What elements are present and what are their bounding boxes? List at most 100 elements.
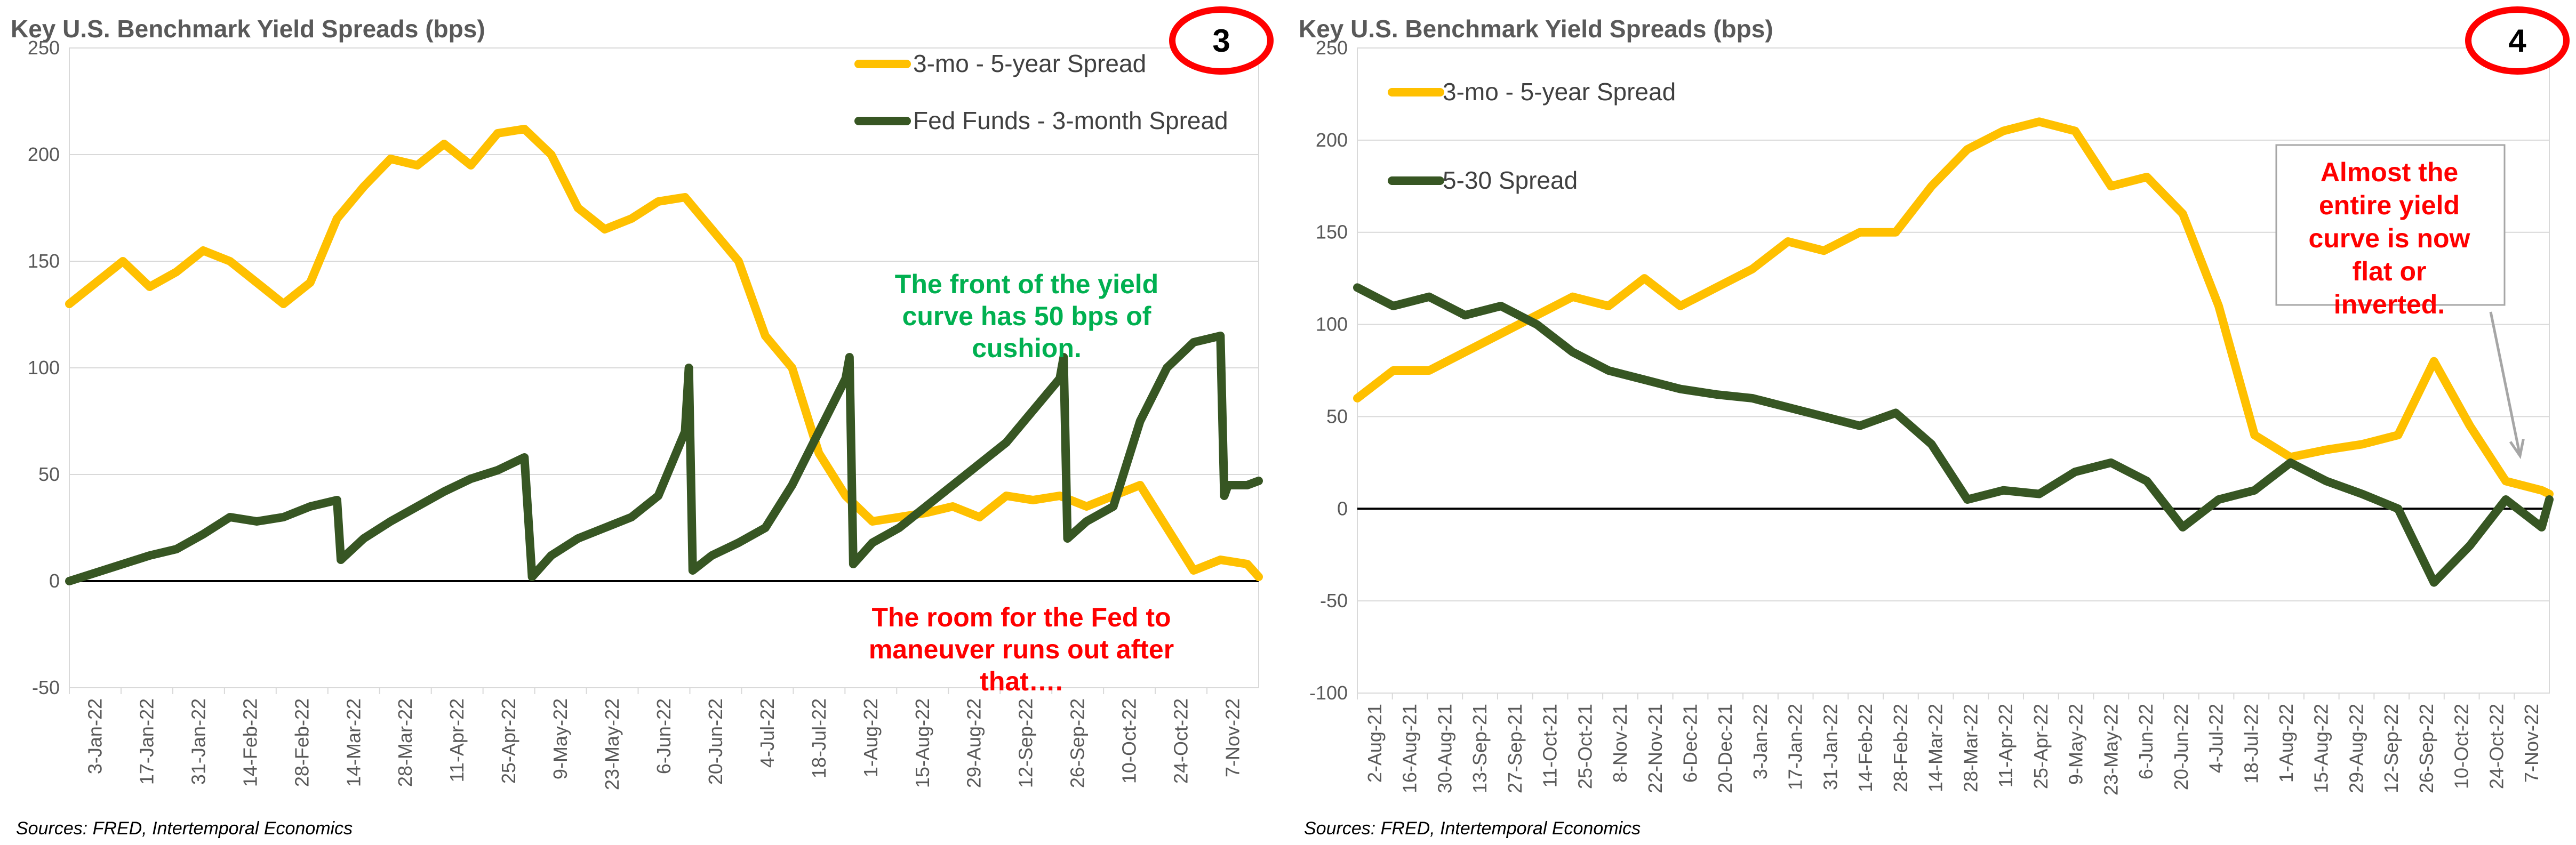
x-tick-label: 14-Feb-22: [1854, 704, 1876, 792]
x-tick-label: 29-Aug-22: [2345, 704, 2367, 793]
chart-title: Key U.S. Benchmark Yield Spreads (bps): [1299, 15, 1773, 43]
annotation-text: inverted.: [2334, 289, 2445, 319]
annotation-arrow: [2489, 311, 2522, 456]
x-tick-label: 15-Aug-22: [2310, 704, 2332, 793]
badge-number: 3: [1212, 23, 1230, 59]
x-tick-label: 24-Oct-22: [2485, 704, 2507, 789]
annotation-text: curve has 50 bps of: [902, 301, 1151, 331]
x-tick-label: 25-Apr-22: [498, 698, 519, 784]
x-tick-label: 11-Apr-22: [446, 698, 468, 782]
x-tick-label: 1-Aug-22: [860, 698, 882, 777]
x-tick-label: 20-Dec-21: [1714, 704, 1736, 793]
x-tick-label: 28-Mar-22: [1959, 704, 1981, 792]
x-tick-label: 17-Jan-22: [1785, 704, 1806, 790]
legend-label: Fed Funds - 3-month Spread: [913, 107, 1228, 134]
x-tick-label: 30-Aug-21: [1434, 704, 1455, 793]
annotation-text: flat or: [2353, 256, 2427, 286]
y-tick-label: 250: [1316, 37, 1348, 59]
x-tick-label: 6-Jun-22: [2135, 704, 2157, 779]
chart-title: Key U.S. Benchmark Yield Spreads (bps): [11, 15, 485, 43]
x-tick-label: 9-May-22: [549, 698, 571, 779]
x-tick-label: 12-Sep-22: [2380, 704, 2402, 793]
y-tick-label: 150: [1316, 221, 1348, 243]
x-tick-label: 20-Jun-22: [705, 698, 726, 785]
chart-panel-right: Key U.S. Benchmark Yield Spreads (bps) -1…: [1288, 0, 2576, 845]
y-tick-label: 50: [38, 463, 60, 485]
legend-label: 3-mo - 5-year Spread: [913, 50, 1146, 77]
series-line-spread-3mo-5yr: [65, 125, 1263, 581]
annotation-text: cushion.: [972, 333, 1082, 363]
y-tick-label: 0: [49, 570, 60, 592]
x-tick-label: 23-May-22: [601, 698, 623, 790]
chart-left: Key U.S. Benchmark Yield Spreads (bps) -5…: [11, 6, 1274, 839]
y-tick-label: 200: [28, 143, 60, 165]
legend-label: 3-mo - 5-year Spread: [1443, 78, 1676, 106]
y-tick-label: 0: [1337, 497, 1348, 519]
badge-ring: [2465, 6, 2570, 75]
x-tick-label: 31-Jan-22: [187, 698, 209, 785]
y-tick-label: -50: [1320, 590, 1348, 611]
annotation-box: [2275, 144, 2506, 306]
series-line-spread-3mo-5yr: [1353, 117, 2554, 498]
annotation-text: maneuver runs out after: [869, 634, 1174, 664]
annotation-text: that….: [980, 666, 1063, 696]
x-tick-label: 16-Aug-21: [1399, 704, 1421, 793]
y-tick-label: 150: [28, 250, 60, 272]
x-tick-label: 27-Sep-21: [1504, 704, 1526, 793]
x-tick-label: 4-Jul-22: [756, 698, 778, 768]
legend-label: 5-30 Spread: [1443, 166, 1578, 194]
x-tick-label: 13-Sep-21: [1469, 704, 1491, 793]
y-tick-label: -100: [1309, 682, 1348, 704]
x-tick-label: 28-Mar-22: [394, 698, 416, 787]
y-tick-label: 200: [1316, 129, 1348, 151]
badge-ring: [1169, 6, 1274, 75]
x-tick-label: 28-Feb-22: [1890, 704, 1911, 792]
badge-number: 4: [2508, 23, 2526, 59]
source-note: Sources: FRED, Intertemporal Economics: [1304, 818, 1641, 839]
x-tick-label: 18-Jul-22: [2240, 704, 2262, 784]
x-tick-label: 3-Jan-22: [84, 698, 106, 774]
x-tick-label: 18-Jul-22: [808, 698, 830, 778]
x-tick-label: 24-Oct-22: [1170, 698, 1192, 784]
x-tick-label: 28-Feb-22: [291, 698, 313, 787]
annotation-text: entire yield: [2319, 190, 2460, 220]
x-tick-label: 2-Aug-21: [1364, 704, 1386, 783]
x-tick-label: 20-Jun-22: [2170, 704, 2192, 790]
x-tick-label: 10-Oct-22: [1118, 698, 1140, 784]
x-tick-label: 8-Nov-21: [1609, 704, 1631, 783]
annotation-text: curve is now: [2309, 223, 2470, 253]
x-tick-label: 7-Nov-22: [1222, 698, 1244, 777]
x-tick-label: 7-Nov-22: [2521, 704, 2542, 783]
series-line-spread-green: [1353, 283, 2554, 587]
x-tick-label: 9-May-22: [2065, 704, 2087, 785]
y-tick-label: 100: [28, 357, 60, 379]
x-tick-label: 15-Aug-22: [911, 698, 933, 788]
x-tick-label: 25-Oct-21: [1574, 704, 1596, 789]
x-tick-label: 22-Nov-21: [1644, 704, 1666, 793]
y-tick-label: 250: [28, 37, 60, 59]
y-tick-label: 50: [1326, 405, 1348, 427]
x-tick-label: 23-May-22: [2100, 704, 2122, 795]
x-tick-label: 14-Feb-22: [239, 698, 261, 787]
x-tick-label: 6-Dec-21: [1679, 704, 1701, 783]
source-note: Sources: FRED, Intertemporal Economics: [16, 818, 353, 839]
annotation-text: Almost the: [2321, 157, 2458, 187]
x-tick-label: 14-Mar-22: [342, 698, 364, 787]
y-tick-label: 100: [1316, 313, 1348, 335]
x-tick-label: 31-Jan-22: [1819, 704, 1841, 790]
x-tick-label: 11-Apr-22: [1995, 704, 2017, 787]
x-tick-label: 17-Jan-22: [135, 698, 157, 785]
x-tick-label: 4-Jul-22: [2205, 704, 2227, 773]
x-tick-label: 3-Jan-22: [1749, 704, 1771, 779]
x-tick-label: 1-Aug-22: [2275, 704, 2297, 783]
x-tick-label: 6-Jun-22: [653, 698, 675, 774]
annotation-arrowhead: [2509, 439, 2525, 460]
y-tick-label: -50: [32, 677, 60, 698]
annotation-text: The room for the Fed to: [871, 602, 1171, 632]
x-tick-label: 14-Mar-22: [1925, 704, 1947, 792]
chart-right: Key U.S. Benchmark Yield Spreads (bps) -1…: [1299, 6, 2570, 839]
x-tick-label: 10-Oct-22: [2451, 704, 2473, 789]
series-line-spread-green: [65, 332, 1263, 585]
